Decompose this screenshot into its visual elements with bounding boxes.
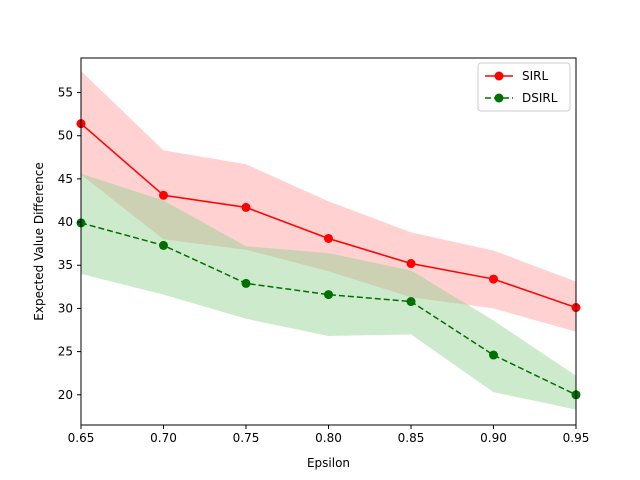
x-tick-label: 0.80 [315, 431, 342, 445]
y-tick-label: 45 [58, 172, 73, 186]
band-sirl [81, 70, 576, 332]
y-tick-label: 50 [58, 129, 73, 143]
y-tick-label: 25 [58, 345, 73, 359]
point-dsirl-5 [489, 350, 498, 360]
y-tick-label: 35 [58, 258, 73, 272]
x-tick-label: 0.75 [233, 431, 260, 445]
legend: SIRL DSIRL [477, 62, 571, 112]
x-axis-ticks: 0.65 0.70 0.75 0.80 0.85 0.90 0.95 [68, 425, 590, 445]
series-markers [76, 119, 581, 400]
y-axis-label: Expected Value Difference [32, 162, 46, 320]
x-tick-label: 0.70 [150, 431, 177, 445]
legend-marker-dsirl [494, 93, 504, 103]
point-sirl-2 [241, 202, 251, 212]
x-axis-label: Epsilon [307, 456, 350, 470]
y-tick-label: 20 [58, 388, 73, 402]
x-tick-label: 0.90 [480, 431, 507, 445]
point-sirl-5 [489, 274, 498, 284]
point-dsirl-3 [324, 290, 333, 300]
point-dsirl-4 [406, 297, 416, 307]
legend-label-dsirl: DSIRL [522, 91, 558, 105]
x-tick-label: 0.95 [563, 431, 590, 445]
point-sirl-3 [324, 233, 333, 243]
point-sirl-1 [159, 190, 168, 200]
point-sirl-4 [406, 259, 416, 269]
y-axis-ticks: 20 25 30 35 40 45 50 55 [58, 86, 81, 402]
y-tick-label: 40 [58, 215, 73, 229]
y-tick-label: 30 [58, 301, 73, 315]
point-dsirl-2 [241, 278, 251, 288]
legend-marker-sirl [494, 71, 504, 81]
x-tick-label: 0.65 [68, 431, 95, 445]
legend-label-sirl: SIRL [522, 69, 548, 83]
x-tick-label: 0.85 [398, 431, 425, 445]
point-dsirl-1 [159, 240, 168, 250]
y-tick-label: 55 [58, 86, 73, 100]
